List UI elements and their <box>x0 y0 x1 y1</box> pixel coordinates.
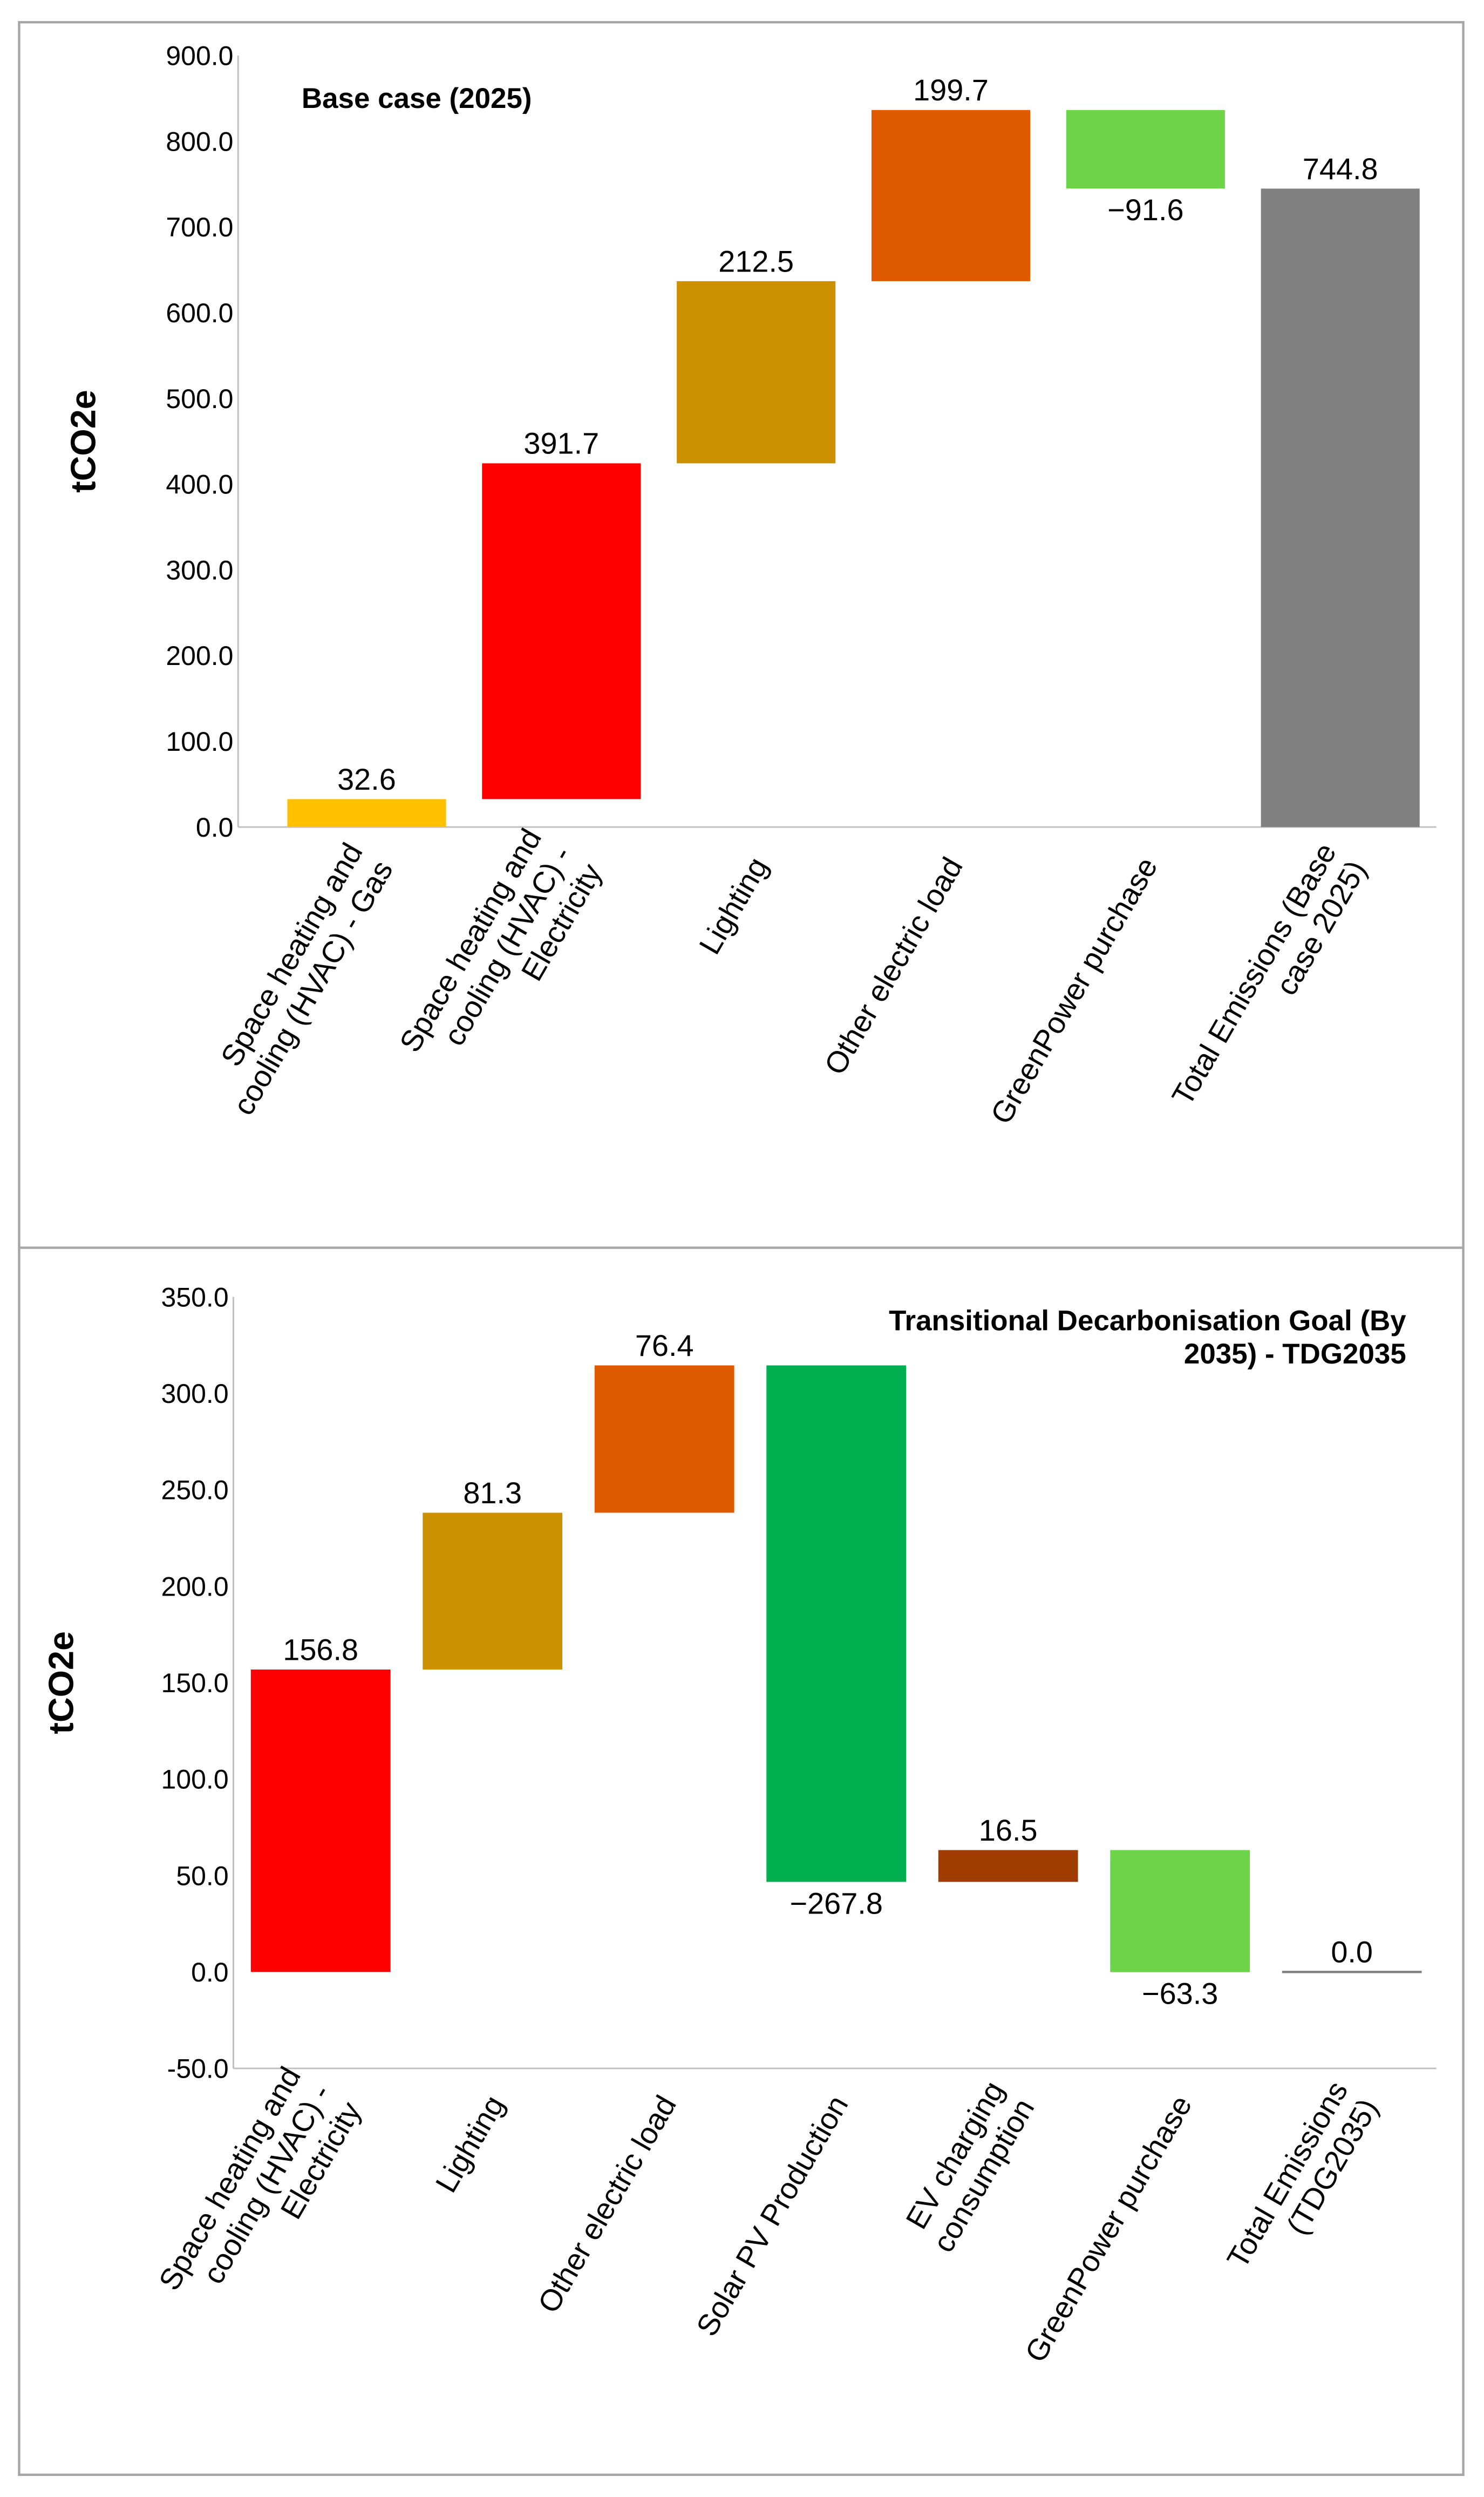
data-label: 212.5 <box>718 244 794 278</box>
data-label: 156.8 <box>283 1632 358 1666</box>
chart-title-line: 2035) - TDG2035 <box>1184 1338 1406 1370</box>
chart-title-line: Transitional Decarbonisation Goal (By <box>889 1305 1406 1336</box>
data-label: 81.3 <box>463 1476 522 1510</box>
chart-title: Transitional Decarbonisation Goal (By 203… <box>889 1305 1406 1370</box>
bar-6 <box>1110 1850 1250 1972</box>
bar-4 <box>871 110 1031 281</box>
y-tick-label: 400.0 <box>166 470 233 500</box>
bar-5 <box>1066 110 1225 189</box>
bar-1 <box>287 799 446 827</box>
data-label: 16.5 <box>979 1813 1038 1847</box>
bar-2 <box>423 1512 563 1670</box>
y-tick-label: 100.0 <box>161 1765 229 1795</box>
y-tick-label: 350.0 <box>161 1282 229 1312</box>
y-tick-label: 100.0 <box>166 727 233 757</box>
y-axis-title: tCO2e <box>64 390 103 493</box>
y-tick-label: 600.0 <box>166 298 233 328</box>
bar-3 <box>677 281 836 464</box>
y-tick-label: 200.0 <box>166 641 233 671</box>
data-label: 199.7 <box>913 73 989 107</box>
y-tick-label: -50.0 <box>167 2054 229 2084</box>
bar-6 <box>1261 188 1420 827</box>
chart-title-line: Base case (2025) <box>302 83 532 114</box>
y-tick-label: 500.0 <box>166 384 233 414</box>
bar-1 <box>250 1670 391 1972</box>
data-label: 744.8 <box>1303 152 1378 186</box>
y-tick-label: 700.0 <box>166 212 233 242</box>
y-axis-title: tCO2e <box>41 1631 80 1734</box>
y-tick-label: 900.0 <box>166 41 233 71</box>
data-label: 32.6 <box>337 762 396 796</box>
data-label: 76.4 <box>635 1328 694 1362</box>
y-tick-label: 250.0 <box>161 1475 229 1505</box>
chart-title: Base case (2025) <box>302 83 532 114</box>
data-label: −91.6 <box>1107 193 1183 227</box>
data-label: 391.7 <box>523 426 599 460</box>
data-label: 0.0 <box>1331 1935 1373 1969</box>
y-tick-label: 150.0 <box>161 1668 229 1698</box>
bar-3 <box>594 1365 734 1513</box>
y-tick-label: 0.0 <box>196 812 234 843</box>
y-tick-label: 0.0 <box>191 1957 229 1987</box>
y-tick-label: 200.0 <box>161 1571 229 1602</box>
bar-5 <box>938 1850 1078 1882</box>
y-tick-label: 300.0 <box>161 1379 229 1409</box>
data-label: −63.3 <box>1142 1976 1218 2010</box>
y-tick-label: 300.0 <box>166 555 233 585</box>
bar-2 <box>482 463 641 799</box>
data-label: −267.8 <box>789 1886 882 1920</box>
y-tick-label: 800.0 <box>166 126 233 157</box>
y-tick-label: 50.0 <box>176 1861 228 1891</box>
bar-4 <box>766 1365 907 1882</box>
